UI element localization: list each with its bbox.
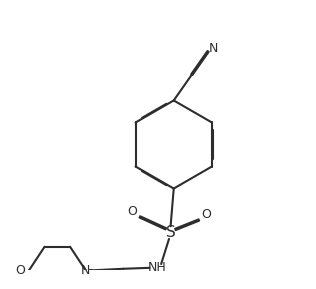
Text: O: O bbox=[201, 208, 211, 221]
Text: NH: NH bbox=[148, 261, 167, 274]
Text: O: O bbox=[127, 205, 137, 218]
Text: N: N bbox=[81, 264, 90, 277]
Text: N: N bbox=[209, 42, 218, 55]
Text: S: S bbox=[166, 225, 175, 240]
Text: O: O bbox=[15, 264, 25, 277]
